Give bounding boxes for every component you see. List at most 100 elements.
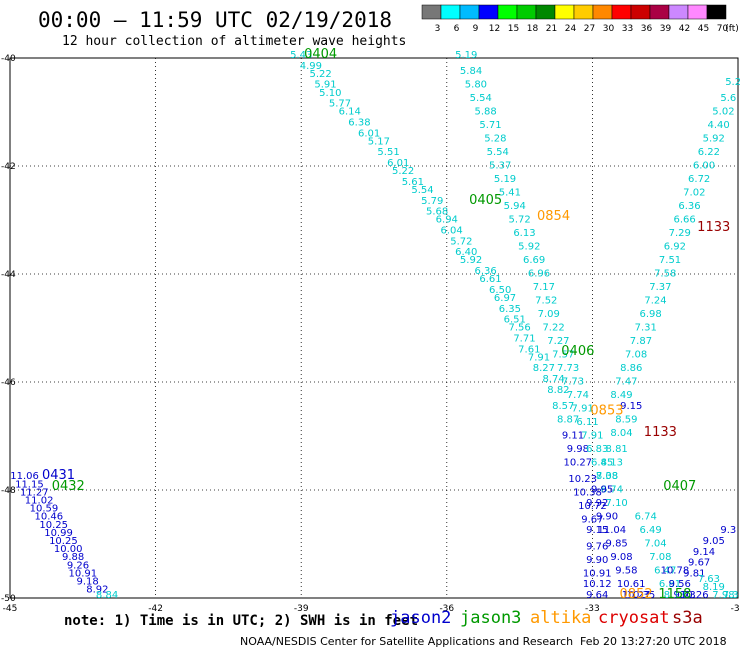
wave-height-point: 8.87 — [557, 415, 579, 426]
wave-height-point: 7.02 — [683, 188, 705, 199]
wave-height-point: 5.54 — [411, 185, 433, 196]
x-tick-label: -39 — [294, 604, 309, 614]
wave-height-point: 10.26 — [680, 590, 709, 601]
wave-height-point: 6.69 — [523, 255, 545, 266]
wave-height-point: 10.61 — [617, 579, 646, 590]
pass-time-label: 0431 — [42, 468, 75, 483]
wave-height-point: 7.71 — [513, 334, 535, 345]
pass-time-label: 1158 — [658, 587, 691, 602]
wave-height-point: 5.22 — [309, 69, 331, 80]
legend-cryosat: cryosat — [598, 608, 670, 628]
wave-height-point: 9.3 — [720, 525, 736, 536]
colorscale-tick-label: 6 — [454, 24, 460, 34]
colorscale-tick-label: 3 — [435, 24, 441, 34]
wave-height-point: 8.59 — [615, 415, 637, 426]
pass-time-label: 1133 — [644, 425, 677, 440]
wave-height-point: 5.80 — [465, 80, 487, 91]
wave-height-point: 9.67 — [581, 514, 603, 525]
wave-height-point: 8.92 — [86, 585, 108, 596]
wave-height-point: 6.38 — [348, 118, 370, 129]
y-tick-label: -40 — [1, 54, 16, 64]
wave-height-point: 9.73 — [673, 590, 695, 601]
wave-height-point: 8.49 — [610, 390, 632, 401]
wave-height-point: 7.91 — [528, 352, 550, 363]
wave-height-point: 5.68 — [426, 207, 448, 218]
legend-jason2: jason2 — [390, 608, 452, 628]
y-tick-label: -46 — [1, 378, 16, 388]
legend-s3a: s3a — [672, 608, 703, 628]
wave-height-point: 9.58 — [615, 566, 637, 577]
wave-height-point: 6.74 — [601, 485, 623, 496]
wave-height-point: 7.56 — [508, 323, 530, 334]
wave-height-point: 7.74 — [567, 390, 589, 401]
wave-height-point: 8.82 — [547, 385, 569, 396]
colorscale-swatch — [630, 4, 651, 20]
legend-altika: altika — [530, 608, 592, 628]
wave-height-point: 11.06 — [10, 471, 39, 482]
wave-height-point: 7.91 — [572, 404, 594, 415]
wave-height-point: 10.38 — [573, 487, 602, 498]
wave-height-point: 6.50 — [489, 285, 511, 296]
wave-height-point: 5.02 — [712, 107, 734, 118]
colorscale-swatch — [478, 4, 499, 20]
wave-height-point: 11.15 — [15, 479, 44, 490]
pass-time-label: 0854 — [537, 209, 570, 224]
wave-height-point: 9.76 — [586, 541, 608, 552]
wave-height-point: 6.14 — [339, 107, 361, 118]
wave-height-point: 5.37 — [489, 161, 511, 172]
wave-height-point: 5.6 — [720, 93, 736, 104]
wave-height-point: 9.85 — [606, 539, 628, 550]
wave-height-point: 5.10 — [319, 88, 341, 99]
wave-height-point: 8.86 — [620, 363, 642, 374]
wave-height-point: 8.13 — [601, 458, 623, 469]
wave-height-point: 7.61 — [518, 344, 540, 355]
wave-height-point: 7.51 — [659, 255, 681, 266]
wave-height-point: 10.35 — [627, 590, 656, 601]
wave-height-point: 6.01 — [358, 128, 380, 139]
wave-height-point: 8.27 — [533, 363, 555, 374]
wave-height-point: 9.08 — [610, 552, 632, 563]
colorscale-swatch — [459, 4, 480, 20]
colorscale-tick-label: 12 — [489, 24, 500, 34]
colorscale-tick-label: 39 — [660, 24, 672, 34]
colorscale-tick-label: 36 — [641, 24, 653, 34]
wave-height-point: 6.45 — [591, 458, 613, 469]
wave-height-point: 6.51 — [504, 315, 526, 326]
wave-height-point: 8.81 — [606, 444, 628, 455]
wave-height-point: 7.87 — [630, 336, 652, 347]
colorscale-swatch — [554, 4, 575, 20]
wave-height-point: 10.59 — [30, 504, 59, 515]
wave-height-point: 7.17 — [533, 282, 555, 293]
wave-height-point: 9.56 — [669, 579, 691, 590]
wave-height-point: 6.66 — [673, 215, 695, 226]
pass-time-label: 0406 — [561, 344, 594, 359]
x-tick-label: -42 — [148, 604, 163, 614]
pass-time-label: 0853 — [590, 403, 623, 418]
wave-height-point: 6.49 — [640, 525, 662, 536]
wave-height-point: 4.40 — [707, 120, 729, 131]
wave-height-point: 8.84 — [96, 590, 118, 601]
colorscale-tick-label: 45 — [698, 24, 709, 34]
pass-time-label: 0404 — [304, 47, 337, 62]
wave-height-point: 9.90 — [596, 512, 618, 523]
pass-time-label: 0432 — [52, 479, 85, 494]
wave-height-point: 6.22 — [698, 147, 720, 158]
wave-height-point: 6.00 — [693, 161, 715, 172]
wave-height-point: 6.13 — [513, 228, 535, 239]
chart-title: 00:00 – 11:59 UTC 02/19/2018 — [38, 8, 393, 32]
wave-height-point: 9.26 — [67, 560, 89, 571]
colorscale-swatch — [706, 4, 727, 20]
wave-height-point: 8.19 — [703, 582, 725, 593]
wave-height-point: 9.64 — [586, 590, 608, 601]
wave-height-point: 6.83 — [586, 444, 608, 455]
wave-height-point: 9.15 — [620, 401, 642, 412]
wave-height-point: 5.41 — [499, 188, 521, 199]
wave-height-point: 10.72 — [578, 501, 607, 512]
wave-height-point: 7.57 — [552, 350, 574, 361]
wave-height-point: 10.27 — [622, 590, 651, 601]
colorscale-swatch — [440, 4, 461, 20]
wave-height-point: 5.2 — [725, 77, 740, 88]
wave-height-point: 10.78 — [661, 566, 690, 577]
wave-height-point: 7.22 — [542, 323, 564, 334]
wave-height-point: 9.98 — [567, 444, 589, 455]
